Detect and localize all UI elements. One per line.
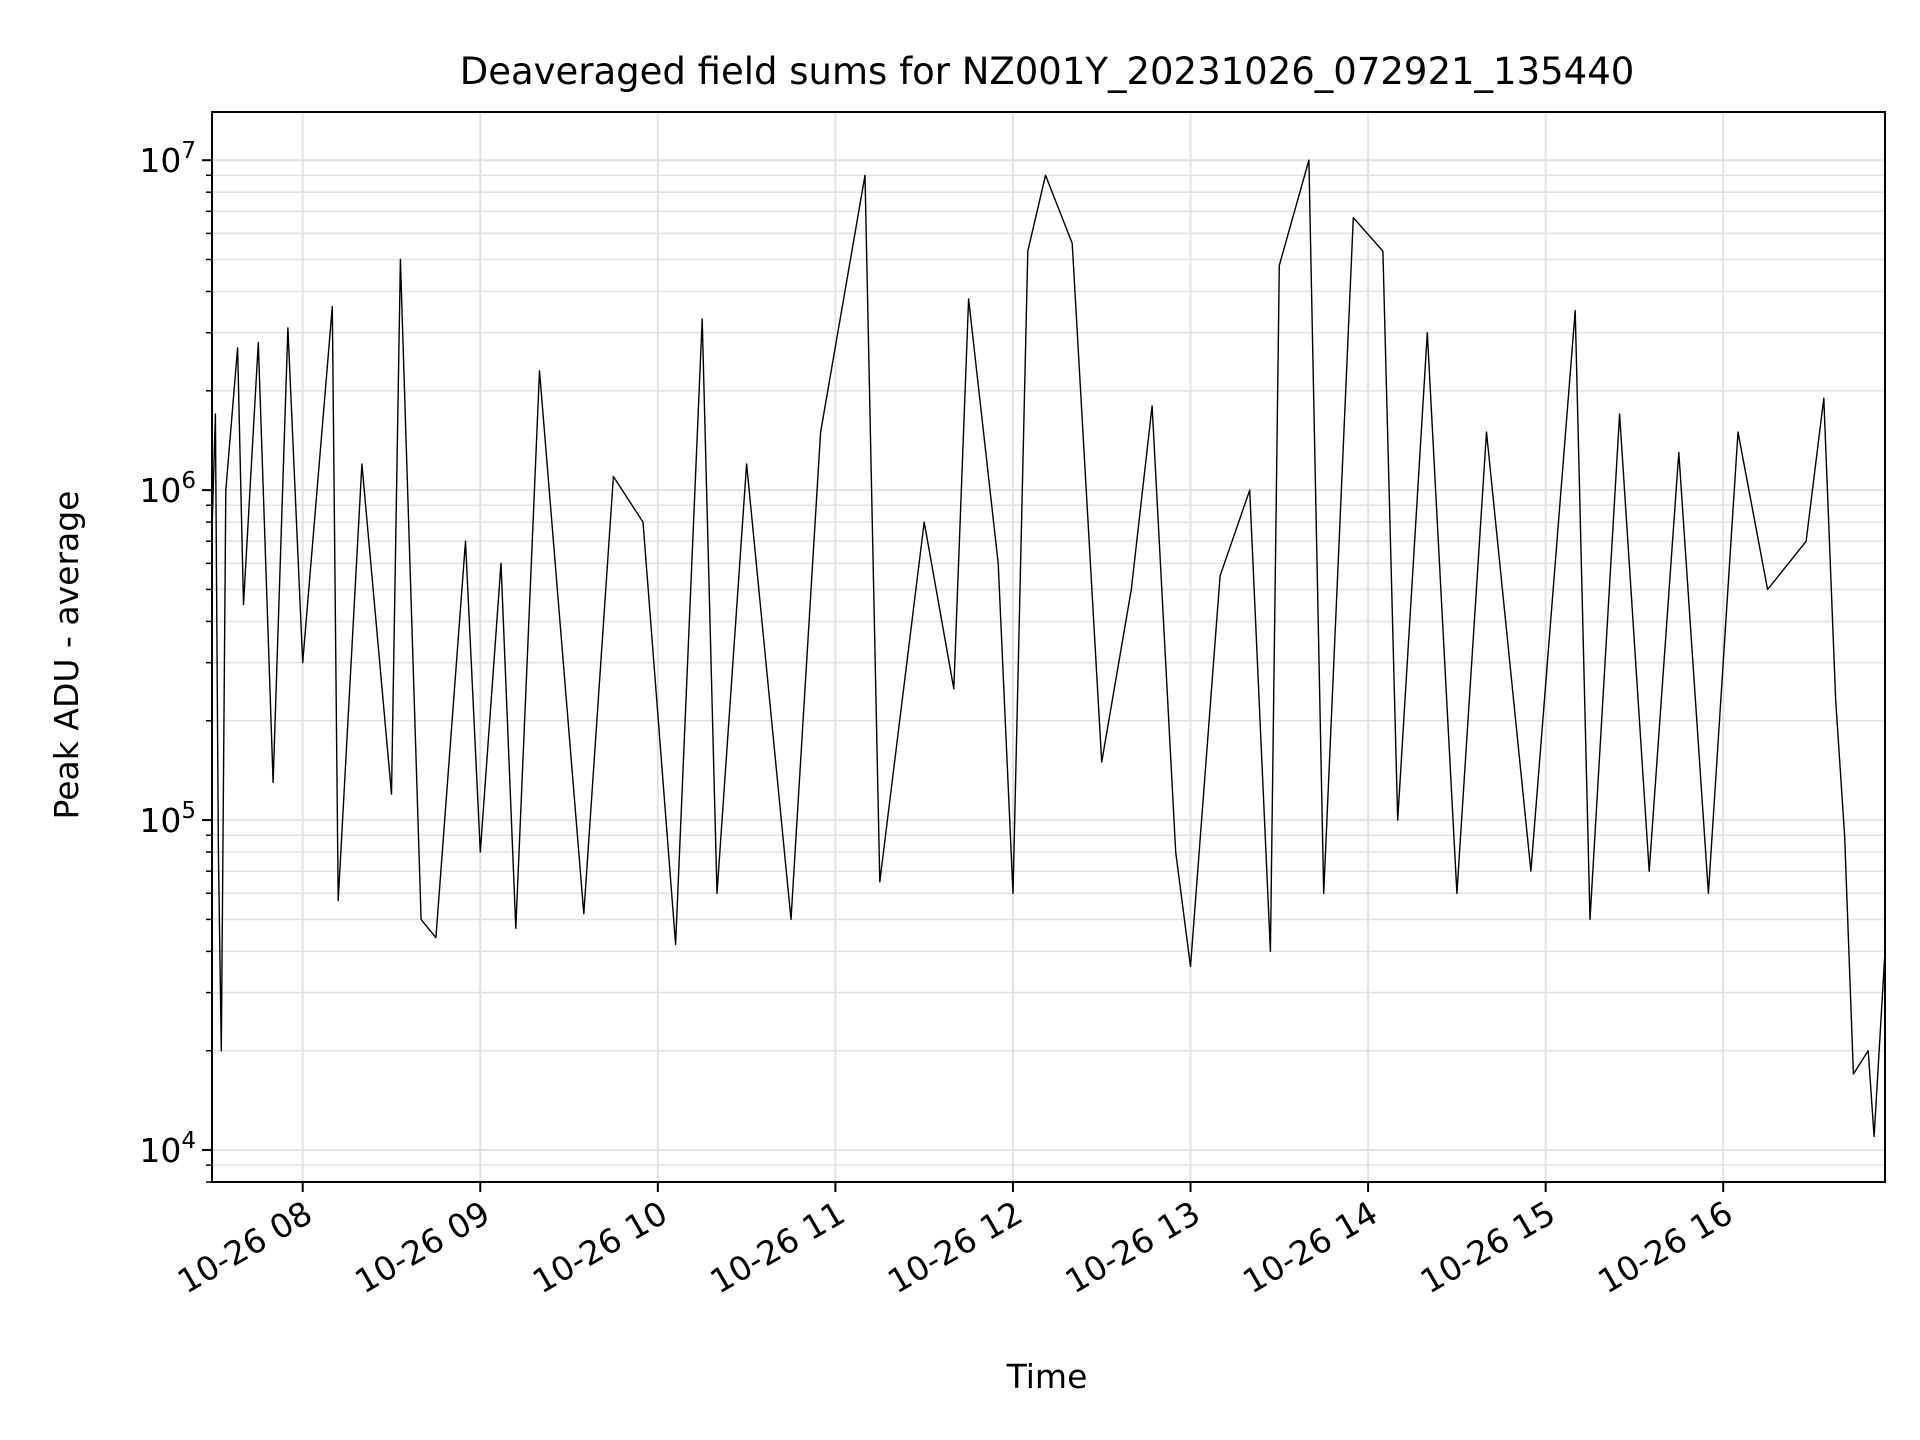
series-line <box>211 159 1886 1138</box>
chart-title: Deaveraged field sums for NZ001Y_2023102… <box>460 50 1635 93</box>
y-tick-label: 107 <box>139 138 196 180</box>
plot-frame <box>211 111 1886 1183</box>
y-axis: 104 105 106 107 <box>139 138 212 1183</box>
data-series-line <box>211 159 1886 1138</box>
y-axis-label: Peak ADU - average <box>47 491 86 820</box>
y-tick-label: 106 <box>139 468 196 510</box>
y-tick-label: 105 <box>139 798 196 840</box>
x-axis-label: Time <box>1006 1357 1088 1396</box>
grid <box>212 112 1885 1183</box>
y-tick-label: 104 <box>139 1128 196 1170</box>
